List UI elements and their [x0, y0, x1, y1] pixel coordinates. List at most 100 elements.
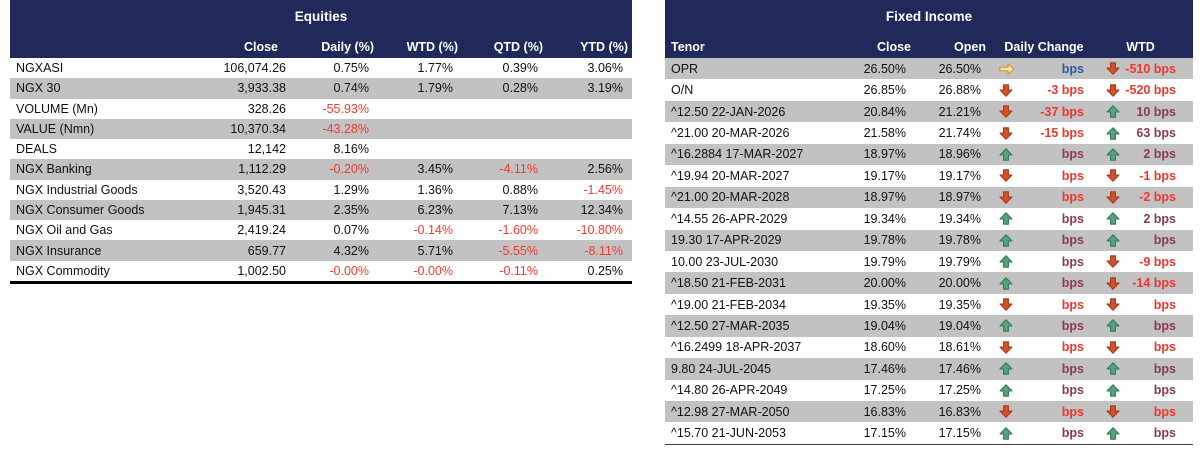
daily-value: -0.00% [329, 263, 369, 278]
close-value: 18.97% [863, 147, 906, 162]
fixed-income-row: ^15.70 21-JUN-2053 17.15% 17.15% bps bps [665, 422, 1193, 443]
close-value: 19.34% [863, 211, 906, 226]
index-label: VOLUME (Mn) [16, 101, 98, 116]
tenor-label: ^12.50 22-JAN-2026 [671, 104, 786, 119]
ytd-value: 3.19% [587, 81, 623, 96]
daily-change-cell: bps [990, 380, 1098, 401]
col-header-qtd: QTD (%) [493, 40, 543, 54]
up-arrow-icon [999, 212, 1013, 226]
tenor-label: ^21.00 20-MAR-2026 [671, 126, 790, 141]
wtd-change-cell: -520 bps [1098, 79, 1193, 100]
equities-row: NGX Industrial Goods 3,520.43 1.29% 1.36% 0.… [10, 180, 632, 200]
close-value: 17.46% [863, 361, 906, 376]
close-value: 16.83% [863, 404, 906, 419]
equities-row: NGX 30 3,933.38 0.74% 1.79% 0.28% 3.19% [10, 78, 632, 99]
fixed-income-rows: OPR 26.50% 26.50% bps -510 bps O/N 26.85% 26.88… [665, 58, 1193, 445]
close-value: 20.84% [863, 104, 906, 119]
wtd-value: 5.71% [417, 243, 453, 258]
down-arrow-icon [999, 298, 1013, 311]
tenor-label: 10.00 23-JUL-2030 [671, 254, 779, 269]
daily-change-cell: -15 bps [990, 122, 1098, 143]
up-arrow-icon [999, 233, 1013, 247]
col-header-tenor: Tenor [671, 40, 705, 54]
close-value: 1,945.31 [237, 202, 286, 217]
change-value: 2 bps [1143, 147, 1176, 162]
wtd-value: 6.23% [417, 202, 453, 217]
index-label: NGX Industrial Goods [16, 182, 138, 197]
change-value: -520 bps [1125, 83, 1176, 98]
index-label: NGX 30 [16, 81, 61, 96]
open-value: 16.83% [938, 404, 981, 419]
equities-row: NGX Insurance 659.77 4.32% 5.71% -5.55% -8.11… [10, 240, 632, 261]
change-value: bps [1061, 168, 1084, 183]
wtd-change-cell: bps [1098, 358, 1193, 379]
equities-row: NGX Consumer Goods 1,945.31 2.35% 6.23% 7.13… [10, 199, 632, 221]
down-arrow-icon [999, 191, 1013, 204]
daily-change-cell: -3 bps [990, 79, 1098, 100]
change-value: 2 bps [1143, 211, 1176, 226]
col-header-ytd: YTD (%) [580, 40, 628, 54]
down-arrow-icon [999, 341, 1013, 354]
up-arrow-icon [1106, 233, 1120, 247]
tenor-label: ^15.70 21-JUN-2053 [671, 426, 786, 441]
close-value: 19.04% [863, 318, 906, 333]
tenor-label: OPR [671, 61, 699, 76]
down-arrow-icon [999, 405, 1013, 418]
open-value: 19.04% [938, 318, 981, 333]
index-label: NGXASI [16, 61, 64, 76]
index-label: NGX Consumer Goods [16, 202, 145, 217]
tenor-label: ^12.50 27-MAR-2035 [671, 318, 790, 333]
ytd-value: -10.80% [576, 223, 623, 238]
up-arrow-icon [999, 362, 1013, 376]
daily-change-cell: bps [990, 230, 1098, 251]
ytd-value: 0.25% [587, 263, 623, 278]
fixed-income-row: ^19.00 21-FEB-2034 19.35% 19.35% bps bps [665, 294, 1193, 315]
down-arrow-icon [1106, 169, 1120, 183]
change-value: bps [1153, 233, 1176, 248]
fixed-income-row: OPR 26.50% 26.50% bps -510 bps [665, 58, 1193, 80]
index-label: NGX Banking [16, 162, 92, 177]
wtd-change-cell: -510 bps [1098, 58, 1193, 79]
up-arrow-icon [1106, 362, 1120, 376]
wtd-value: 3.45% [417, 162, 453, 177]
fixed-income-row: 19.30 17-APR-2029 19.78% 19.78% bps bps [665, 229, 1193, 251]
close-value: 3,520.43 [237, 182, 286, 197]
tenor-label: ^16.2884 17-MAR-2027 [671, 147, 804, 162]
change-value: bps [1153, 404, 1176, 419]
close-value: 1,112.29 [238, 162, 286, 177]
change-value: -14 bps [1132, 276, 1176, 291]
qtd-value: -5.55% [498, 243, 538, 258]
change-value: 63 bps [1136, 126, 1176, 141]
down-arrow-icon [1106, 405, 1120, 418]
fixed-income-row: ^12.50 22-JAN-2026 20.84% 21.21% -37 bps 10 … [665, 100, 1193, 123]
up-arrow-icon [999, 319, 1013, 333]
close-value: 18.97% [863, 190, 906, 205]
ytd-value: -1.45% [583, 182, 623, 197]
wtd-change-cell: -2 bps [1098, 187, 1193, 208]
fixed-income-row: ^18.50 21-FEB-2031 20.00% 20.00% bps -14 bps [665, 272, 1193, 294]
fixed-income-row: ^12.50 27-MAR-2035 19.04% 19.04% bps bps [665, 315, 1193, 337]
open-value: 19.79% [938, 254, 981, 269]
down-arrow-icon [1106, 276, 1120, 290]
daily-value: 0.07% [333, 223, 369, 238]
change-value: bps [1153, 340, 1176, 355]
tenor-label: 19.30 17-APR-2029 [671, 233, 782, 248]
down-arrow-icon [1106, 191, 1120, 204]
up-arrow-icon [999, 148, 1013, 161]
fixed-income-row: ^14.80 26-APR-2049 17.25% 17.25% bps bps [665, 380, 1193, 401]
daily-change-cell: bps [990, 315, 1098, 336]
down-arrow-icon [1106, 255, 1120, 268]
daily-change-cell: bps [990, 165, 1098, 186]
fixed-income-row: 9.80 24-JUL-2045 17.46% 17.46% bps bps [665, 358, 1193, 380]
index-label: NGX Commodity [16, 263, 110, 278]
tenor-label: ^19.94 20-MAR-2027 [671, 168, 790, 183]
daily-change-cell: bps [990, 422, 1098, 443]
fixed-income-row: ^16.2884 17-MAR-2027 18.97% 18.96% bps 2 bps [665, 143, 1193, 166]
change-value: -37 bps [1040, 104, 1084, 119]
wtd-change-cell: bps [1098, 337, 1193, 358]
fixed-income-row: ^21.00 20-MAR-2026 21.58% 21.74% -15 bps 63 … [665, 122, 1193, 143]
change-value: -2 bps [1139, 190, 1176, 205]
daily-change-cell: bps [990, 208, 1098, 229]
col-header-wtd: WTD (%) [406, 40, 458, 54]
change-value: 10 bps [1136, 104, 1176, 119]
